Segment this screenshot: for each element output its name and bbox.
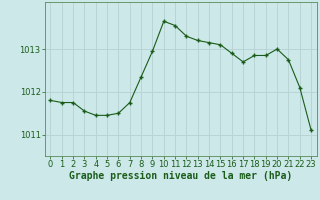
X-axis label: Graphe pression niveau de la mer (hPa): Graphe pression niveau de la mer (hPa) xyxy=(69,171,292,181)
